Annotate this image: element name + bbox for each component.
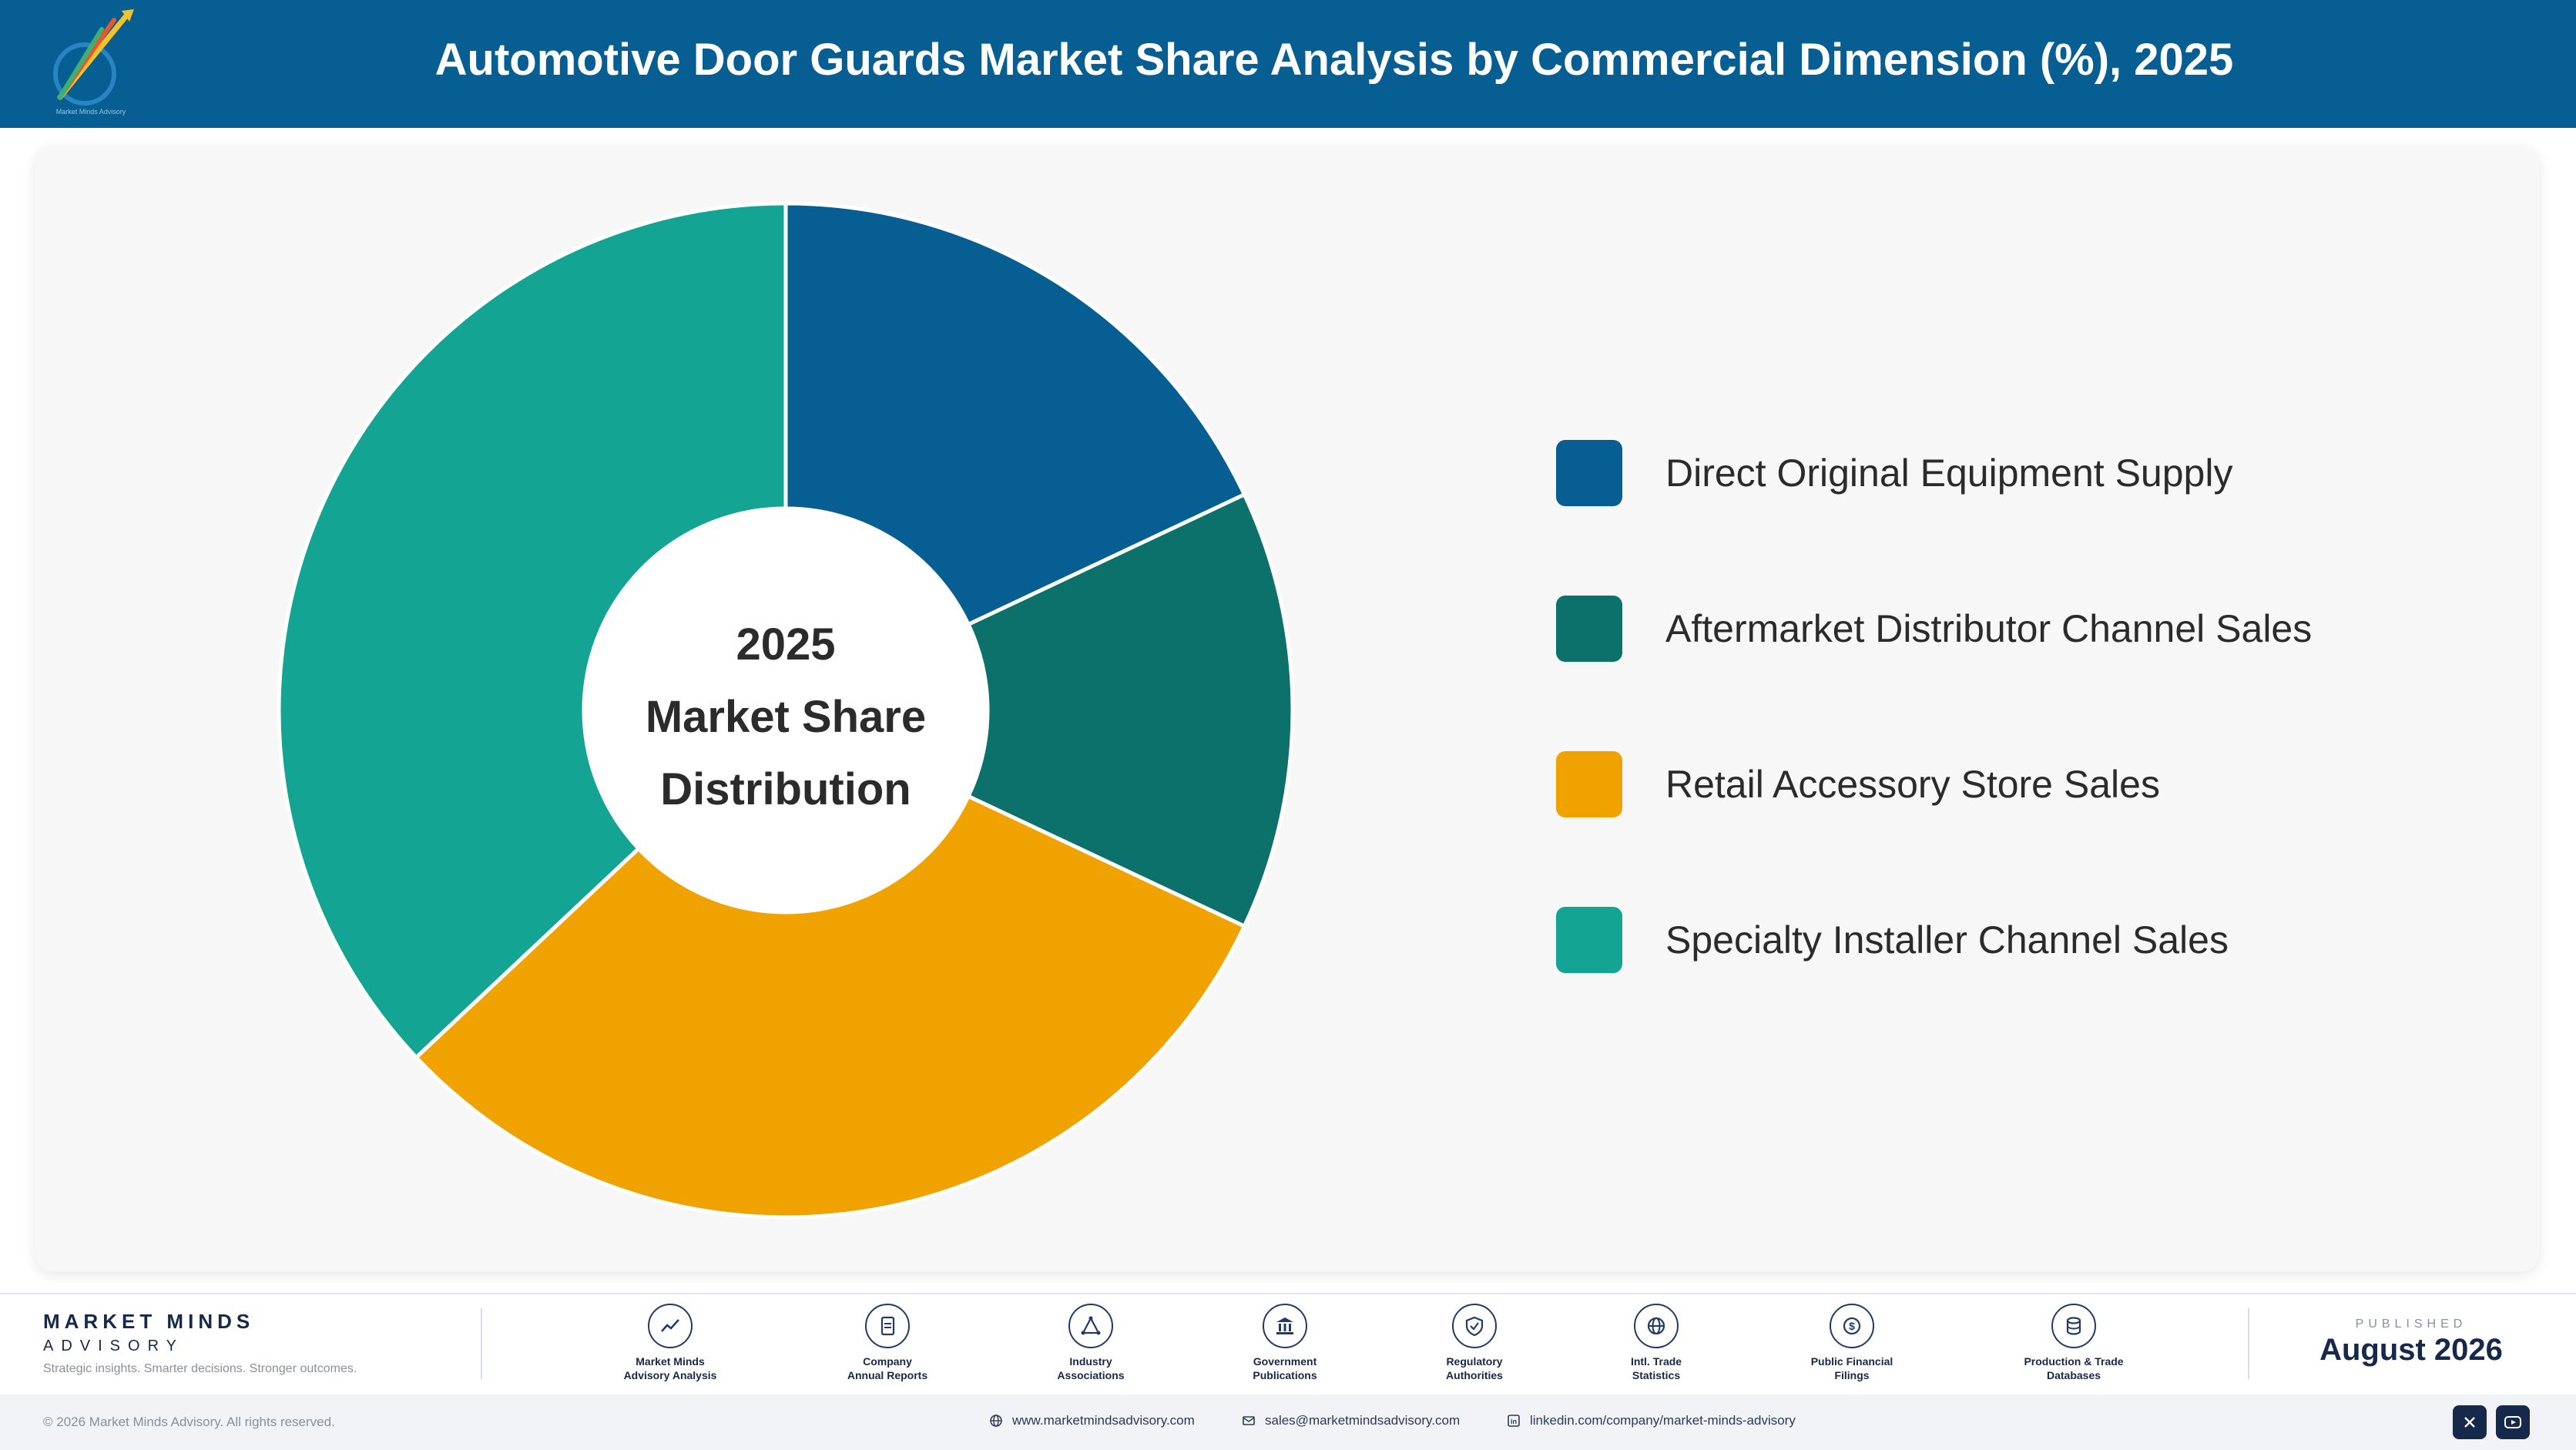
- source-item: Industry Associations: [1014, 1304, 1168, 1382]
- legend-label: Retail Accessory Store Sales: [1665, 763, 2160, 806]
- legend-swatch: [1556, 907, 1622, 973]
- linkedin-text: linkedin.com/company/market-minds-adviso…: [1530, 1413, 1796, 1428]
- legend-item: Direct Original Equipment Supply: [1556, 439, 2312, 507]
- source-item: Intl. Trade Statistics: [1579, 1304, 1733, 1382]
- logo-icon: [53, 9, 134, 106]
- source-label: Government Publications: [1253, 1355, 1317, 1381]
- published-label: PUBLISHED: [2355, 1317, 2467, 1331]
- legend-label: Direct Original Equipment Supply: [1665, 451, 2233, 495]
- document-icon: [865, 1304, 910, 1348]
- center-label-line-3: Distribution: [660, 764, 911, 814]
- source-item: $ Public Financial Filings: [1775, 1304, 1929, 1382]
- website-text: www.marketmindsadvisory.com: [1012, 1413, 1195, 1428]
- source-label: Company Annual Reports: [847, 1355, 928, 1381]
- globe-icon: [1634, 1304, 1679, 1348]
- source-label: Regulatory Authorities: [1446, 1355, 1503, 1381]
- donut-center-label: 2025 Market Share Distribution: [585, 609, 986, 826]
- brand-sub: ADVISORY: [43, 1338, 184, 1354]
- website-link[interactable]: www.marketmindsadvisory.com: [989, 1413, 1195, 1428]
- source-item: Government Publications: [1208, 1304, 1362, 1382]
- footer-divider: [0, 1293, 2576, 1294]
- header-bar: Market Minds Advisory Automotive Door Gu…: [0, 0, 2576, 128]
- x-icon[interactable]: [2453, 1405, 2487, 1439]
- database-icon: [2051, 1304, 2096, 1348]
- legend-item: Specialty Installer Channel Sales: [1556, 906, 2312, 974]
- legend-label: Aftermarket Distributor Channel Sales: [1665, 607, 2313, 650]
- published-date: August 2026: [2319, 1333, 2503, 1367]
- source-label: Public Financial Filings: [1810, 1355, 1893, 1381]
- copyright-text: © 2026 Market Minds Advisory. All rights…: [43, 1415, 335, 1429]
- brand-name: MARKET MINDS: [43, 1310, 255, 1333]
- source-label: Production & Trade Databases: [2024, 1355, 2124, 1381]
- source-item: Regulatory Authorities: [1397, 1304, 1551, 1382]
- source-label: Market Minds Advisory Analysis: [623, 1355, 717, 1381]
- legend-swatch: [1556, 596, 1622, 662]
- bottom-bar: © 2026 Market Minds Advisory. All rights…: [0, 1395, 2576, 1450]
- footer: MARKET MINDS ADVISORY Strategic insights…: [0, 1294, 2576, 1395]
- source-item: Company Annual Reports: [810, 1304, 964, 1382]
- network-icon: [1068, 1304, 1113, 1348]
- email-link[interactable]: sales@marketmindsadvisory.com: [1242, 1413, 1460, 1428]
- envelope-icon: [1242, 1414, 1256, 1428]
- legend-swatch: [1556, 751, 1622, 817]
- legend-label: Specialty Installer Channel Sales: [1665, 918, 2229, 962]
- linkedin-icon: in: [1507, 1414, 1521, 1428]
- globe-icon: [989, 1414, 1003, 1428]
- brand-tagline: Strategic insights. Smarter decisions. S…: [43, 1362, 357, 1375]
- chart-title: Automotive Door Guards Market Share Anal…: [434, 35, 2234, 85]
- youtube-icon[interactable]: [2496, 1405, 2530, 1439]
- footer-divider-left: [481, 1308, 482, 1379]
- legend-item: Aftermarket Distributor Channel Sales: [1556, 595, 2312, 663]
- center-label-line-2: Market Share: [645, 692, 927, 742]
- source-label: Intl. Trade Statistics: [1630, 1355, 1682, 1381]
- svg-text:in: in: [1511, 1418, 1517, 1425]
- email-text: sales@marketmindsadvisory.com: [1265, 1413, 1461, 1428]
- legend-swatch: [1556, 440, 1622, 506]
- currency-icon: $: [1830, 1304, 1874, 1348]
- source-item: Production & Trade Databases: [1997, 1304, 2151, 1382]
- source-item: Market Minds Advisory Analysis: [593, 1304, 747, 1382]
- linkedin-link[interactable]: in linkedin.com/company/market-minds-adv…: [1507, 1413, 1796, 1428]
- source-label: Industry Associations: [1057, 1355, 1125, 1381]
- trend-line-icon: [648, 1304, 693, 1348]
- logo-caption: Market Minds Advisory: [55, 108, 126, 116]
- shield-check-icon: [1452, 1304, 1497, 1348]
- center-label-year: 2025: [736, 619, 836, 670]
- footer-divider-right: [2248, 1308, 2249, 1379]
- svg-text:$: $: [1849, 1320, 1855, 1332]
- government-building-icon: [1263, 1304, 1307, 1348]
- legend-item: Retail Accessory Store Sales: [1556, 750, 2312, 818]
- chart-legend: Direct Original Equipment Supply Afterma…: [1556, 439, 2312, 1062]
